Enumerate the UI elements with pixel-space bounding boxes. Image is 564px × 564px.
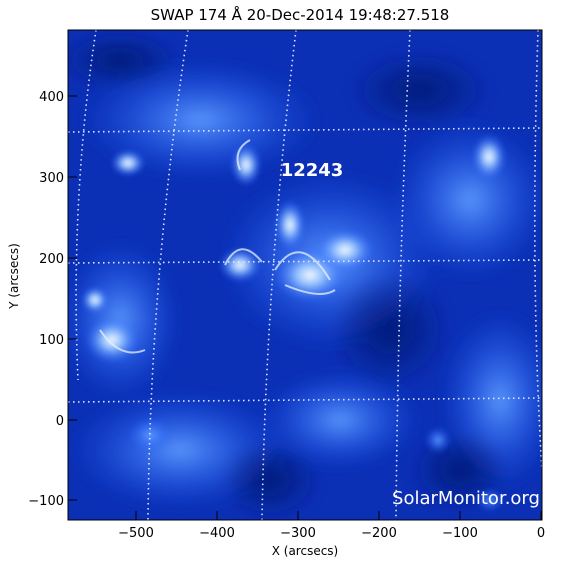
active-region-label: 12243 [281,160,344,181]
x-tick-label: −200 [361,526,397,541]
x-tick-label: −100 [442,526,478,541]
heliographic-grid [68,30,542,520]
figure-title: SWAP 174 Å 20-Dec-2014 19:48:27.518 [151,5,450,24]
y-tick-label: 400 [39,90,64,105]
x-tick-label: 0 [537,526,545,541]
tick-marks [68,95,542,520]
x-tick-label: −300 [280,526,316,541]
x-tick-label: −400 [199,526,235,541]
y-tick-label: 100 [39,333,64,348]
y-tick-label: 200 [39,252,64,267]
x-axis-label: X (arcsecs) [272,544,339,558]
watermark: SolarMonitor.org [392,488,540,509]
y-axis-label: Y (arcsecs) [7,243,21,310]
y-tick-label: 300 [39,171,64,186]
y-tick-label: −100 [28,494,64,509]
y-tick-label: 0 [56,414,64,429]
solar-euv-image [68,30,542,520]
x-tick-label: −500 [118,526,154,541]
plot-frame [67,29,543,521]
